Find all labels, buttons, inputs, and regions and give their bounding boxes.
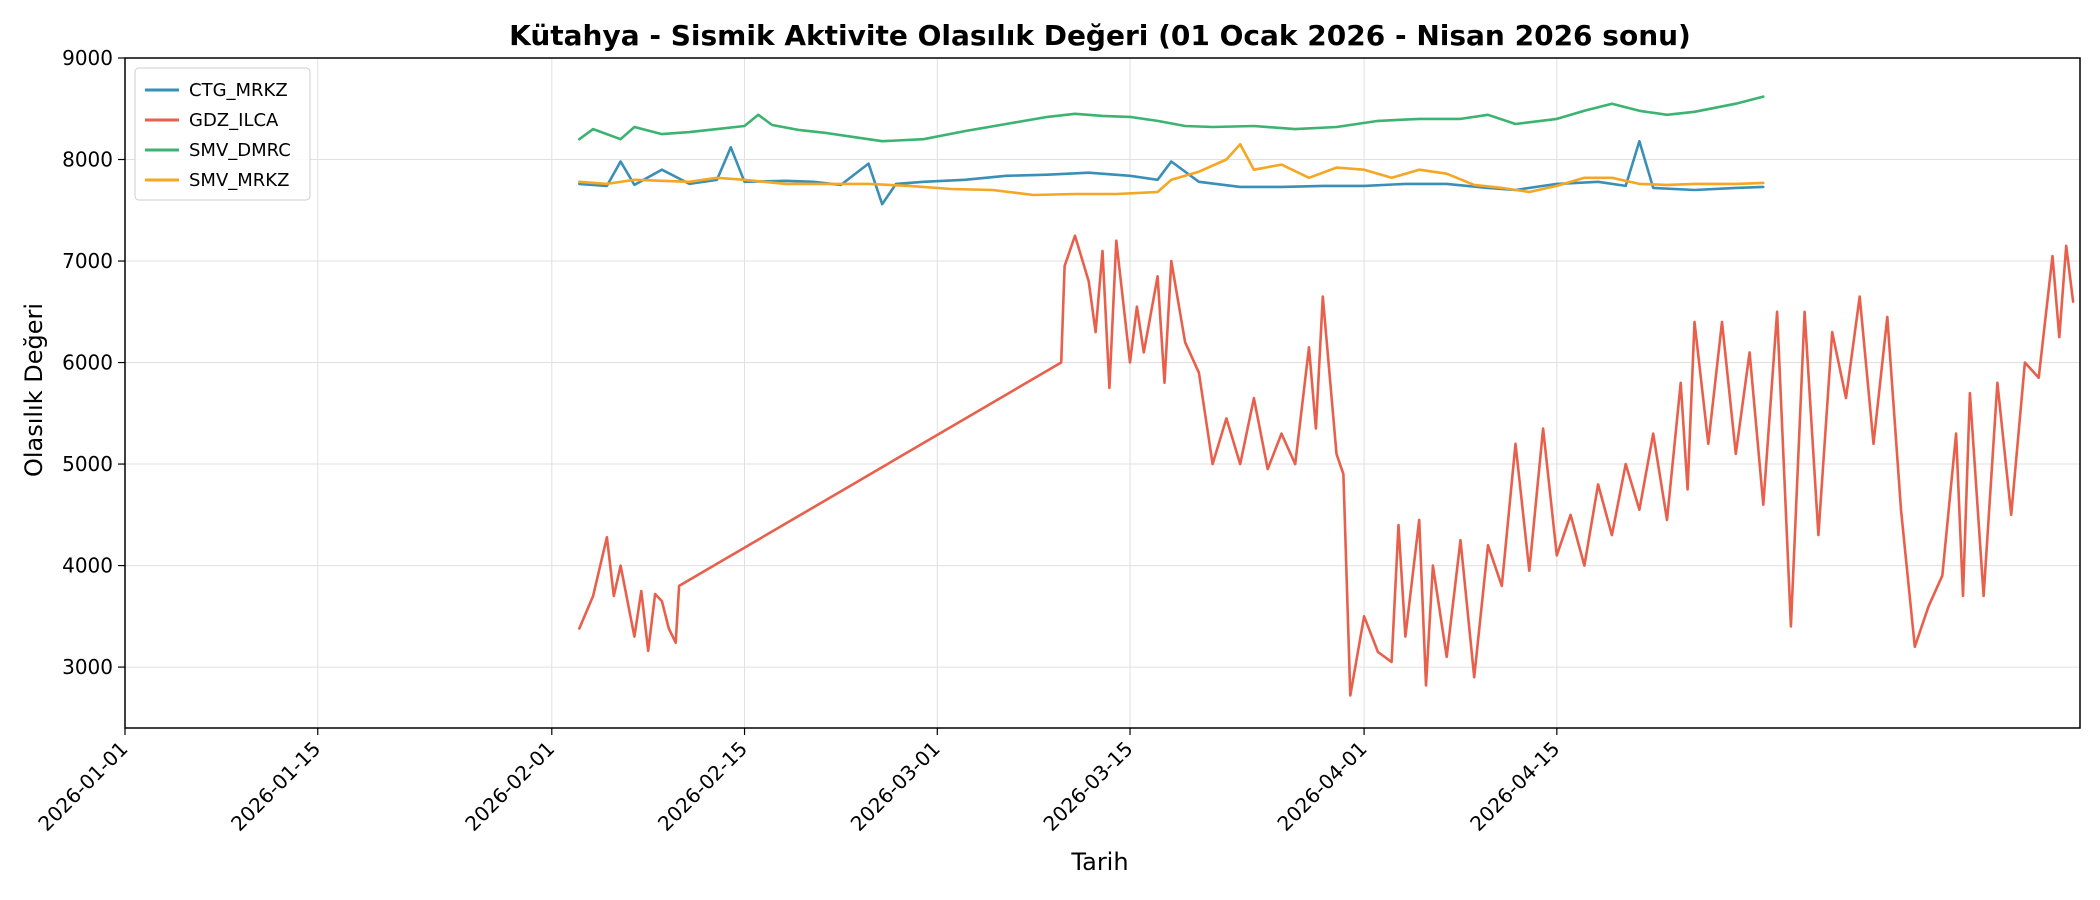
y-tick-label: 4000 bbox=[62, 554, 113, 578]
series-line-gdz-ilca bbox=[577, 234, 2075, 697]
series-line-smv-dmrc bbox=[577, 95, 1765, 143]
y-tick-label: 3000 bbox=[62, 655, 113, 679]
series-line-ctg-mrkz bbox=[577, 139, 1765, 206]
series-group bbox=[577, 95, 2075, 697]
y-tick-label: 6000 bbox=[62, 351, 113, 375]
series-line-smv-mrkz bbox=[577, 143, 1765, 197]
x-axis-label: Tarih bbox=[1070, 848, 1128, 876]
legend: CTG_MRKZ GDZ_ILCA SMV_DMRC SMV_MRKZ bbox=[134, 67, 311, 201]
y-tick-label: 8000 bbox=[62, 148, 113, 172]
y-tick-label: 7000 bbox=[62, 249, 113, 273]
y-tick-label: 9000 bbox=[62, 46, 113, 70]
legend-label: SMV_MRKZ bbox=[189, 170, 289, 191]
plot-frame bbox=[124, 57, 2081, 729]
legend-label: CTG_MRKZ bbox=[189, 80, 288, 101]
y-axis-label: Olasılık Değeri bbox=[20, 303, 48, 477]
legend-label: SMV_DMRC bbox=[189, 140, 291, 161]
legend-label: GDZ_ILCA bbox=[189, 110, 279, 131]
legend-box bbox=[134, 67, 311, 201]
y-tick-label: 5000 bbox=[62, 452, 113, 476]
chart-title: Kütahya - Sismik Aktivite Olasılık Değer… bbox=[509, 19, 1691, 52]
